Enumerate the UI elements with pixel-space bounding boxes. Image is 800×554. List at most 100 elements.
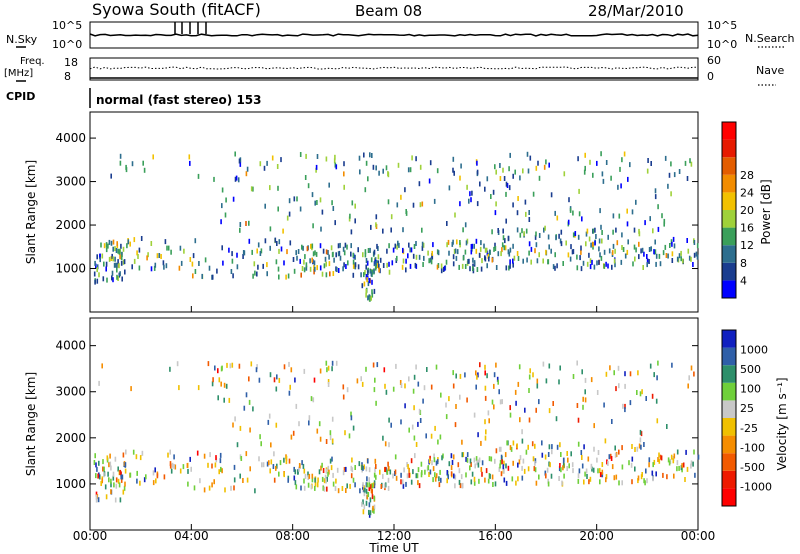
range-cell bbox=[112, 475, 115, 481]
range-cell bbox=[659, 261, 662, 267]
range-cell bbox=[418, 254, 421, 260]
range-cell bbox=[569, 207, 572, 213]
range-cell bbox=[95, 497, 98, 503]
range-cell bbox=[313, 269, 315, 275]
range-cell bbox=[513, 255, 516, 261]
range-cell bbox=[403, 467, 405, 473]
range-cell bbox=[427, 465, 430, 471]
range-cell bbox=[471, 246, 473, 252]
range-cell bbox=[285, 455, 288, 461]
range-cell bbox=[361, 283, 364, 289]
range-cell bbox=[180, 260, 183, 266]
range-cell bbox=[452, 454, 455, 460]
range-cell bbox=[455, 373, 457, 379]
range-cell bbox=[115, 248, 118, 253]
velocity-colorbar-label: Velocity [m s⁻¹] bbox=[775, 377, 789, 470]
range-cell bbox=[102, 276, 105, 282]
range-cell bbox=[103, 243, 106, 249]
range-cell bbox=[318, 469, 321, 475]
range-cell bbox=[505, 191, 507, 197]
range-cell bbox=[654, 188, 657, 194]
range-cell bbox=[599, 468, 601, 474]
range-cell bbox=[542, 361, 545, 367]
range-cell bbox=[323, 486, 326, 492]
range-cell bbox=[327, 379, 330, 384]
range-cell bbox=[220, 219, 222, 225]
range-cell bbox=[640, 248, 642, 254]
range-cell bbox=[164, 239, 167, 245]
range-cell bbox=[459, 240, 461, 245]
range-cell bbox=[131, 264, 133, 270]
range-cell bbox=[239, 473, 241, 479]
range-cell bbox=[521, 438, 524, 444]
range-cell bbox=[275, 422, 278, 428]
range-cell bbox=[559, 463, 561, 468]
range-cell bbox=[630, 462, 633, 468]
range-cell bbox=[505, 480, 508, 486]
range-cell bbox=[516, 227, 519, 233]
range-cell bbox=[266, 461, 269, 467]
range-cell bbox=[377, 254, 380, 260]
range-cell bbox=[368, 467, 371, 473]
range-cell bbox=[470, 249, 473, 255]
power-colorbar-tick: 24 bbox=[740, 186, 754, 199]
range-cell bbox=[639, 429, 642, 435]
range-cell bbox=[252, 273, 254, 279]
range-cell bbox=[404, 187, 406, 193]
range-cell bbox=[189, 456, 191, 462]
range-cell bbox=[324, 474, 327, 480]
range-cell bbox=[333, 257, 335, 263]
range-cell bbox=[478, 457, 481, 463]
range-cell bbox=[607, 263, 609, 269]
range-cell bbox=[484, 395, 487, 401]
range-cell bbox=[309, 258, 311, 264]
range-cell bbox=[632, 261, 634, 267]
range-cell bbox=[376, 263, 379, 269]
range-cell bbox=[430, 259, 433, 265]
range-cell bbox=[603, 402, 605, 408]
range-cell bbox=[437, 263, 440, 268]
range-cell bbox=[538, 252, 540, 258]
range-cell bbox=[290, 367, 293, 373]
range-cell bbox=[617, 184, 619, 190]
range-cell bbox=[300, 272, 302, 278]
range-cell bbox=[421, 241, 424, 247]
range-cell bbox=[655, 261, 657, 267]
range-cell bbox=[495, 265, 498, 270]
range-cell bbox=[165, 263, 168, 269]
range-cell bbox=[382, 473, 384, 479]
range-cell bbox=[462, 227, 464, 233]
range-cell bbox=[696, 254, 699, 260]
range-cell bbox=[332, 271, 335, 276]
range-cell bbox=[527, 168, 530, 174]
range-cell bbox=[433, 453, 435, 459]
range-cell bbox=[255, 367, 258, 373]
range-cell bbox=[583, 169, 586, 175]
range-cell bbox=[220, 466, 222, 472]
range-cell bbox=[634, 256, 636, 262]
range-cell bbox=[405, 267, 407, 273]
range-cell bbox=[354, 254, 356, 260]
range-cell bbox=[497, 251, 500, 257]
range-cell bbox=[670, 239, 673, 245]
range-cell bbox=[619, 166, 621, 172]
nsky-trace bbox=[89, 22, 699, 37]
range-cell bbox=[319, 368, 322, 374]
range-cell bbox=[425, 433, 427, 439]
range-cell bbox=[372, 505, 374, 511]
range-cell bbox=[230, 269, 233, 274]
range-cell bbox=[646, 258, 649, 264]
range-cell bbox=[280, 157, 282, 163]
range-cell bbox=[346, 244, 348, 250]
range-cell bbox=[371, 494, 374, 500]
range-cell bbox=[435, 364, 438, 370]
range-cell bbox=[370, 257, 373, 263]
range-cell bbox=[105, 247, 108, 253]
range-cell bbox=[601, 462, 604, 467]
range-cell bbox=[526, 151, 529, 157]
range-cell bbox=[269, 245, 271, 251]
range-cell bbox=[476, 374, 478, 380]
range-cell bbox=[686, 238, 688, 243]
range-cell bbox=[682, 462, 685, 468]
